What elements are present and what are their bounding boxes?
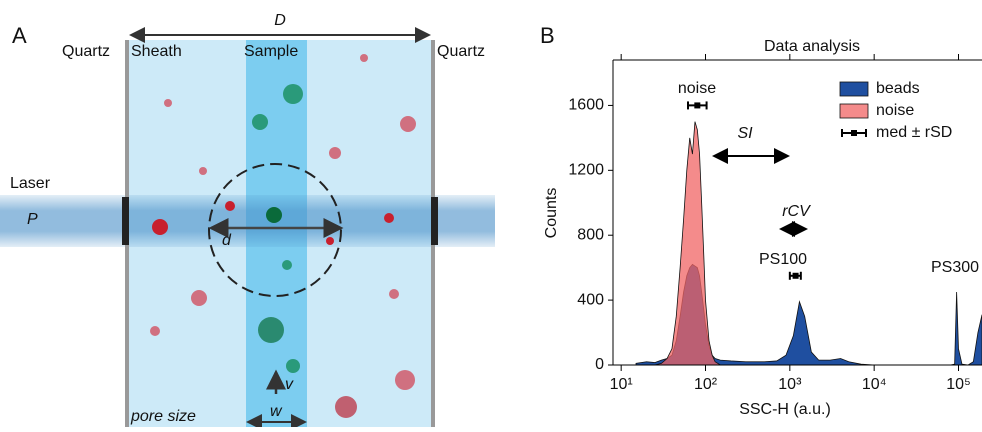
annotation: SI — [737, 125, 753, 142]
x-tick-label: 10¹ — [610, 376, 633, 393]
legend-label: noise — [876, 102, 914, 119]
label: D — [274, 12, 286, 29]
label: Laser — [10, 175, 51, 192]
x-tick-label: 10⁵ — [946, 376, 970, 393]
wall-window — [431, 197, 438, 245]
y-tick-label: 800 — [577, 226, 604, 243]
annotation: PS100 — [759, 251, 807, 268]
y-tick-label: 400 — [577, 291, 604, 308]
chart-title: Data analysis — [764, 38, 860, 55]
label: pore size — [130, 408, 196, 425]
panel-b: B Data analysis SSC-H (a.u.) Counts — [540, 23, 860, 418]
label: w — [270, 403, 283, 420]
y-tick-label: 0 — [595, 356, 604, 373]
legend-swatch — [839, 81, 869, 97]
legend-errorbar — [851, 130, 857, 136]
x-axis-label: SSC-H (a.u.) — [739, 401, 831, 418]
legend-swatch — [839, 103, 869, 119]
x-tick-label: 10² — [694, 376, 718, 393]
panel-letter: A — [12, 23, 27, 48]
laser-beam — [0, 195, 495, 247]
label: d — [222, 232, 232, 249]
panel-letter: B — [540, 23, 555, 48]
panel-a: A D Quartz Sheath Sample Quartz Laser P … — [0, 12, 495, 430]
legend-label: beads — [876, 80, 920, 97]
label: v — [285, 376, 294, 393]
area-1 — [636, 121, 982, 366]
y-axis-label: Counts — [543, 188, 560, 239]
median-marker — [792, 272, 799, 279]
x-tick-label: 10³ — [778, 376, 802, 393]
label: Sheath — [131, 43, 182, 60]
y-tick-label: 1600 — [568, 97, 604, 114]
legend-label: med ± rSD — [876, 124, 952, 141]
y-tick-label: 1200 — [568, 162, 604, 179]
x-tick-label: 10⁴ — [862, 376, 887, 393]
label: Quartz — [62, 43, 110, 60]
wall-window — [122, 197, 129, 245]
label: Sample — [244, 43, 298, 60]
annotation: PS300 — [931, 259, 979, 276]
annotation: rCV — [782, 203, 811, 220]
label: P — [27, 211, 38, 228]
annotation: noise — [678, 80, 716, 97]
label: Quartz — [437, 43, 485, 60]
median-marker — [694, 102, 701, 109]
